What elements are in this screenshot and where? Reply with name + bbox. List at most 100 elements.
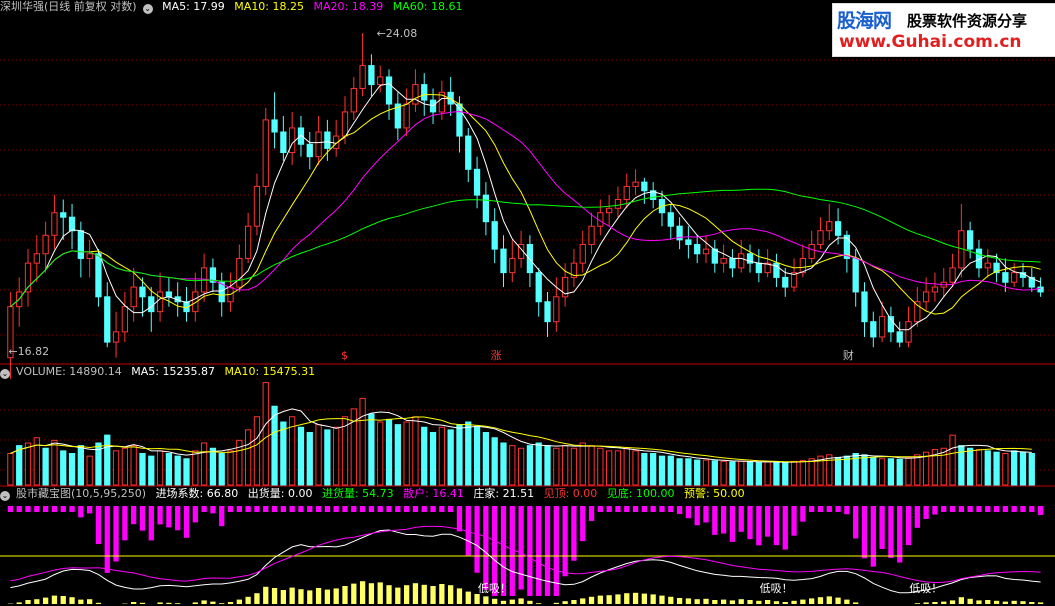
sanhu-bar (245, 506, 251, 512)
sanhu-bar (703, 506, 709, 523)
volume-bar (782, 462, 789, 486)
sanhu-bar (254, 506, 260, 512)
zhuangjia-bar (139, 602, 146, 604)
zhuangjia-bar (588, 596, 595, 604)
zhuangjia-bar (42, 597, 49, 604)
candle-body (112, 331, 120, 343)
candle-body (306, 143, 313, 158)
candle-body (764, 262, 771, 274)
sanhu-bar (289, 506, 295, 512)
zhuangjia-bar (280, 590, 287, 604)
volume-bar (509, 445, 516, 486)
sanhu-bar (756, 506, 762, 546)
volume-bar (289, 416, 296, 486)
candle-body (368, 65, 375, 86)
event-marker: 财 (843, 348, 854, 362)
zhuangjia-bar (333, 588, 339, 604)
candle-body (500, 248, 507, 274)
volume-bar (60, 450, 67, 486)
zhuangjia-bar (368, 583, 375, 604)
zhuangjia-bar (923, 602, 929, 604)
sanhu-bar (183, 506, 190, 538)
zhuangjia-bar (421, 584, 427, 604)
sanhu-bar (131, 506, 137, 525)
dropdown-circle-icon[interactable]: ⌄ (0, 491, 10, 501)
candle-body (817, 230, 824, 245)
sanhu-bar (562, 506, 568, 577)
volume-bar (456, 424, 463, 486)
volume-bar (447, 429, 454, 486)
zhuangjia-bar (25, 600, 31, 604)
candle-body (553, 296, 560, 323)
volume-bar (658, 455, 666, 486)
zhuangjia-bar (993, 600, 1000, 604)
sanhu-bar (263, 506, 269, 512)
candle-body (95, 253, 102, 298)
sanhu-bar (729, 506, 736, 542)
zhuangjia-bar (712, 600, 718, 604)
sanhu-bar (412, 506, 419, 512)
volume-bar (324, 429, 331, 486)
candle-body (676, 225, 683, 241)
zhuangjia-bar (1020, 601, 1026, 604)
sanhu-bar (738, 506, 744, 532)
jinchang-readout: 进场系数: 66.80 (155, 487, 239, 500)
volume-bar (931, 449, 939, 486)
volume-bar (729, 461, 736, 486)
zhuangjia-bar (289, 587, 295, 604)
volume-bar (121, 447, 129, 486)
volume-bar (1028, 453, 1035, 486)
sanhu-bar (157, 506, 163, 525)
zhuangjia-bar (263, 586, 269, 604)
dropdown-circle-icon[interactable]: ⌄ (0, 369, 10, 379)
sanhu-bar (139, 506, 146, 531)
ma20-readout: MA20: 18.39 (313, 0, 384, 13)
candle-body (535, 272, 542, 303)
volume-bar (984, 450, 991, 486)
candle-body (588, 225, 595, 245)
candle-body (808, 243, 815, 259)
candle-body (641, 181, 648, 192)
volume-bar (253, 416, 261, 486)
volume-bar (553, 447, 560, 486)
candle-body (60, 212, 67, 218)
volume-bar (905, 456, 912, 486)
volume-bar (711, 460, 718, 486)
site-logo[interactable]: 股海网 股票软件资源分享 www.Guhai.com.cn (832, 3, 1055, 57)
zhuangjia-bar (403, 585, 410, 604)
volume-bar (1002, 453, 1009, 486)
zhuangjia-bar (474, 594, 480, 604)
zhuangjia-bar (958, 597, 964, 604)
sanhu-bar (826, 506, 832, 512)
dropdown-circle-icon[interactable]: ⌄ (142, 4, 153, 14)
candle-body (967, 230, 974, 250)
zhuangjia-bar (967, 598, 973, 604)
sanhu-bar (465, 506, 471, 556)
sanhu-bar (78, 506, 84, 518)
candle-body (341, 111, 349, 137)
candle-body (738, 253, 745, 269)
candle-body (1037, 286, 1044, 293)
sanhu-bar (1020, 506, 1026, 512)
zhuangjia-bar (571, 600, 577, 604)
sanhu-bar (439, 506, 445, 512)
zhuangjia-bar (509, 599, 515, 604)
volume-bar (86, 455, 93, 486)
volume-bar (799, 460, 807, 486)
sanhu-bar (668, 506, 674, 512)
sanhu-bar (227, 506, 234, 512)
zhuangjia-bar (351, 583, 357, 604)
zhuangjia-bar (606, 595, 612, 604)
sanhu-bar (403, 506, 410, 512)
sanhu-bar (509, 506, 515, 596)
volume-bar (1019, 451, 1027, 486)
zhuangjia-bar (87, 599, 93, 604)
zhuangjia-bar (500, 600, 507, 604)
ma5-readout: MA5: 17.99 (162, 0, 225, 13)
sanhu-bar (588, 506, 595, 521)
candle-body (887, 316, 895, 333)
zhuangjia-bar (430, 586, 436, 604)
sanhu-bar (985, 506, 991, 512)
volume-bar (130, 445, 137, 486)
zhuangjia-bar (764, 600, 771, 604)
